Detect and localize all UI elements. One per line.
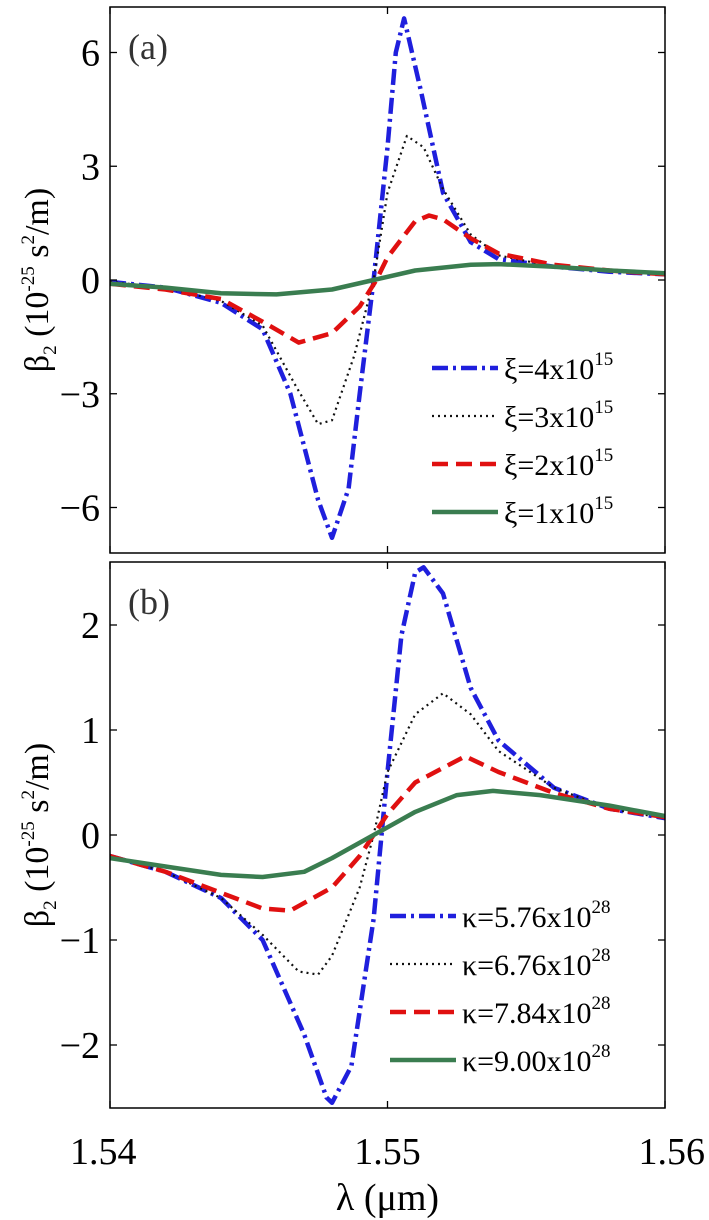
y-tick-label: 1 [81,710,100,752]
legend-entry: κ=9.00x1028 [462,1041,611,1078]
chart-panel-b: 2 1 0 −1 −2 1.54 1.55 1.56 λ (μm) (b) β2 (10-25 s2… [18,561,706,1219]
legend-entry: κ=5.76x1028 [462,897,611,934]
x-axis-label: λ (μm) [336,1177,439,1219]
legend-entry: ξ=3x1015 [504,397,613,434]
x-tick-label: 1.54 [70,1131,137,1173]
series-line-3 [110,213,665,345]
legend-entry: κ=6.76x1028 [462,945,611,982]
y-tick-label: −2 [60,1025,100,1067]
y-tick-label: −1 [60,920,100,962]
y-tick-label: 0 [81,815,100,857]
y-axis-label: β2 (10-25 s2/m) [18,743,61,927]
legend-entry: ξ=4x1015 [504,349,613,386]
chart-panel-a: 6 3 0 −3 −6 (a) β2 (10-25 s2/m) ξ=4x1015 ξ=3x101… [18,6,666,554]
y-tick-label: −3 [60,374,100,416]
series-line-1 [110,16,665,541]
series-line-3 [110,754,665,913]
legend-entry: ξ=2x1015 [504,445,613,482]
y-tick-label: 3 [81,146,100,188]
x-tick-label: 1.55 [354,1131,421,1173]
panel-label: (a) [128,27,168,67]
panel-label: (b) [128,582,170,622]
series-line-4 [110,788,665,880]
legend-entry: ξ=1x1015 [504,493,613,530]
series-line-1 [110,565,665,1106]
y-tick-label: 6 [81,33,100,75]
series-line-4 [110,261,665,297]
legend-entry: κ=7.84x1028 [462,993,611,1030]
y-axis-label: β2 (10-25 s2/m) [18,188,61,372]
y-tick-label: −6 [60,488,100,530]
x-tick-label: 1.56 [639,1131,706,1173]
y-tick-label: 2 [81,605,100,647]
y-tick-label: 0 [81,260,100,302]
